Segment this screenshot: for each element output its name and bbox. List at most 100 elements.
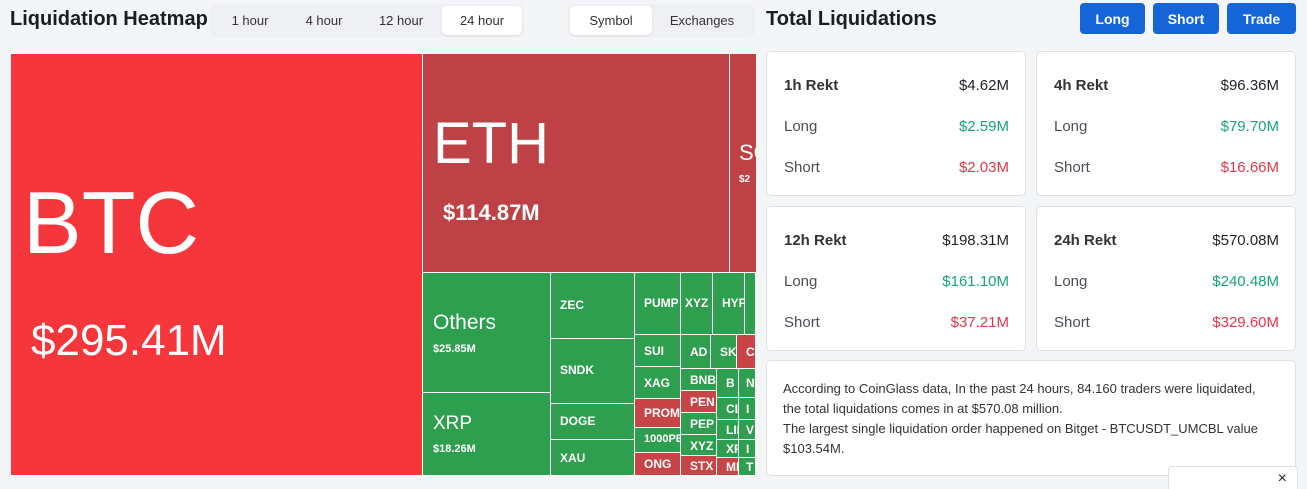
treemap-tile-sndk[interactable]: SNDK [551, 339, 635, 404]
trade-button[interactable]: Trade [1227, 3, 1296, 34]
tile-symbol: Others [433, 311, 497, 334]
tab-12-hour[interactable]: 12 hour [378, 13, 424, 28]
treemap-tile-bnb[interactable]: BNB [681, 369, 717, 391]
tile-symbol: HYP [722, 296, 745, 310]
tile-symbol: ETH [433, 111, 549, 176]
treemap-tile-others[interactable]: Others $25.85M [423, 273, 551, 393]
treemap-tile-cl[interactable]: CL [717, 398, 739, 420]
tile-amount: $25.85M [433, 343, 476, 355]
treemap-tile-link[interactable]: LIN [717, 420, 739, 440]
long-button[interactable]: Long [1080, 3, 1145, 34]
time-range-tabs: 1 hour 4 hour 12 hour 24 hour [210, 4, 524, 37]
long-value: $79.70M [1220, 118, 1279, 135]
tab-4-hour[interactable]: 4 hour [305, 13, 343, 28]
tile-symbol: CL [726, 402, 738, 416]
close-icon[interactable]: × [1277, 470, 1287, 487]
treemap-tile-xrp[interactable]: XRP $18.26M [423, 393, 551, 476]
treemap-tile-zec[interactable]: ZEC [551, 273, 635, 339]
treemap-tile-b[interactable]: B [717, 369, 739, 398]
tile-amount: $2 [739, 174, 751, 185]
long-label: Long [784, 273, 818, 290]
treemap-tile-ml[interactable]: ML [717, 458, 739, 476]
tile-symbol: ML [726, 460, 738, 474]
card-label: 4h Rekt [1054, 77, 1109, 94]
tile-symbol: SK [720, 345, 737, 359]
tile-symbol: LIN [726, 423, 738, 437]
treemap-tile-eth[interactable]: ETH $114.87M [423, 54, 730, 273]
treemap-tile-xyz-2[interactable]: XYZ [681, 435, 717, 456]
tile-symbol: SUI [644, 344, 665, 358]
treemap-tile-ca[interactable]: CA [737, 335, 756, 369]
card-total: $96.36M [1220, 77, 1279, 94]
treemap-tile-v[interactable]: V [739, 420, 756, 440]
liquidation-treemap: BTC $295.41M ETH $114.87M SO $2 Others $… [11, 54, 756, 476]
tile-symbol: PEN [690, 395, 715, 409]
card-label: 24h Rekt [1054, 232, 1117, 249]
view-tabs: Symbol Exchanges [568, 4, 755, 37]
popup-bar: × [1168, 466, 1298, 489]
treemap-tile-i-2[interactable]: I [739, 440, 756, 458]
tile-symbol: XRP [433, 413, 473, 434]
tile-symbol: 1000PE [644, 433, 681, 445]
total-liquidations-title: Total Liquidations [766, 8, 937, 30]
short-value: $2.03M [958, 159, 1009, 176]
tile-symbol: XYZ [685, 296, 709, 310]
tile-symbol: ZEC [560, 298, 584, 312]
tile-symbol: STX [690, 459, 714, 473]
tile-symbol: XYZ [690, 439, 714, 453]
tab-24-hour[interactable]: 24 hour [442, 6, 522, 35]
treemap-tile-pepe[interactable]: PEP [681, 413, 717, 435]
treemap-tile-btc[interactable]: BTC $295.41M [11, 54, 423, 476]
summary-line: $103.54M. [783, 441, 845, 456]
treemap-tile-1000pepe[interactable]: 1000PE [635, 428, 681, 453]
tile-symbol: PROM [644, 406, 680, 420]
treemap-tile-small[interactable] [745, 273, 756, 335]
treemap-tile-t[interactable]: T [739, 458, 756, 476]
treemap-tile-pump[interactable]: PUMP [635, 273, 681, 335]
tab-exchanges[interactable]: Exchanges [669, 13, 735, 28]
treemap-tile-ada[interactable]: AD [681, 335, 711, 369]
treemap-tile-sky[interactable]: SK [711, 335, 737, 369]
treemap-tile-prom[interactable]: PROM [635, 399, 681, 428]
tile-symbol: CA [746, 345, 755, 359]
short-button[interactable]: Short [1153, 3, 1219, 34]
treemap-tile-xau[interactable]: XAU [551, 440, 635, 476]
treemap-tile-xpl[interactable]: XP [717, 440, 739, 458]
card-total: $4.62M [958, 77, 1009, 94]
tile-symbol: V [746, 423, 755, 437]
short-label: Short [784, 159, 820, 176]
short-label: Short [1054, 159, 1090, 176]
tile-amount: $295.41M [31, 316, 227, 365]
treemap-tile-ong[interactable]: ONG [635, 453, 681, 476]
treemap-tile-hype[interactable]: HYP [713, 273, 745, 335]
tile-symbol: PUMP [644, 296, 679, 310]
tile-symbol: I [746, 442, 750, 456]
long-label: Long [1054, 273, 1088, 290]
tab-1-hour[interactable]: 1 hour [231, 13, 269, 28]
treemap-tile-stx[interactable]: STX [681, 456, 717, 476]
treemap-tile-xag[interactable]: XAG [635, 367, 681, 399]
tile-symbol: AD [690, 345, 708, 359]
treemap-tile-n[interactable]: N [739, 369, 756, 398]
short-value: $329.60M [1212, 314, 1279, 331]
tile-amount: $18.26M [433, 443, 476, 455]
treemap-tile-i[interactable]: I [739, 398, 756, 420]
rekt-card-12h: 12h Rekt $198.31M Long $161.10M Short $3… [766, 206, 1026, 351]
tile-symbol: T [746, 460, 754, 474]
treemap-tile-xyz[interactable]: XYZ [681, 273, 713, 335]
card-total: $570.08M [1212, 232, 1279, 249]
tab-symbol[interactable]: Symbol [570, 6, 652, 35]
long-label: Long [1054, 118, 1088, 135]
treemap-tile-sol[interactable]: SO $2 [730, 54, 756, 273]
card-label: 1h Rekt [784, 77, 839, 94]
treemap-tile-sui[interactable]: SUI [635, 335, 681, 367]
card-total: $198.31M [942, 232, 1009, 249]
rekt-card-24h: 24h Rekt $570.08M Long $240.48M Short $3… [1036, 206, 1296, 351]
treemap-tile-doge[interactable]: DOGE [551, 404, 635, 440]
tile-symbol: B [726, 376, 735, 390]
tile-symbol: SNDK [560, 363, 595, 377]
treemap-tile-pengu[interactable]: PEN [681, 391, 717, 413]
card-label: 12h Rekt [784, 232, 847, 249]
short-value: $16.66M [1220, 159, 1279, 176]
